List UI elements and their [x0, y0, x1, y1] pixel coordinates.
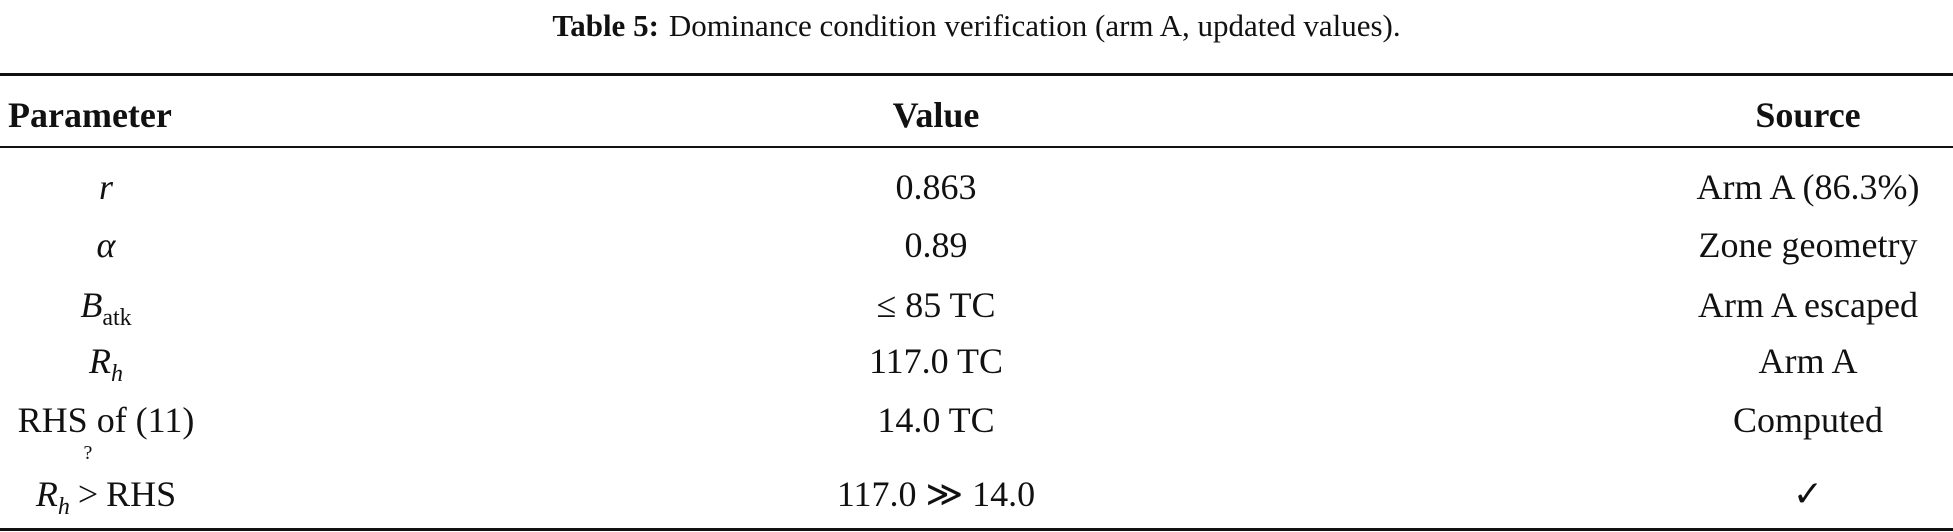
value-cell: 0.863: [895, 167, 977, 207]
parameter-symbol: r: [98, 167, 113, 207]
header-cell: Value: [892, 95, 980, 135]
parameter-subscript: atk: [102, 305, 132, 331]
top-rule: [0, 73, 1953, 76]
header-cell: Parameter: [8, 95, 172, 135]
table-row: r 0.863 Arm A (86.3%): [0, 158, 1953, 216]
parameter-symbol: B: [80, 285, 103, 325]
relation-rhs: RHS: [106, 474, 177, 514]
value-cell: ≤ 85 TC: [876, 285, 996, 325]
table-row: Rh? > RHS 117.0 ≫ 14.0 ✓: [0, 443, 1953, 523]
parameter-subscript: h: [111, 361, 123, 387]
parameter-cell: Rh: [0, 332, 212, 390]
parameter-cell: Rh? > RHS: [0, 443, 212, 523]
caption-text: Dominance condition verification (arm A,…: [668, 8, 1401, 43]
caption-label: Table 5:: [552, 8, 659, 43]
value-cell: 117.0 TC: [868, 341, 1003, 381]
relation: ? >: [77, 443, 99, 523]
parameter-symbol: α: [96, 225, 116, 265]
parameter-symbol: R: [89, 341, 111, 381]
source-cell: Arm A: [1758, 341, 1858, 381]
source-cell: ✓: [1792, 474, 1824, 514]
parameter-cell: r: [0, 158, 212, 216]
relation-mark: ?: [83, 442, 93, 464]
parameter-cell: Batk: [0, 276, 212, 334]
parameter-symbol: R: [35, 474, 58, 514]
source-cell: Zone geometry: [1698, 225, 1918, 265]
source-cell: Arm A escaped: [1698, 285, 1918, 325]
parameter-subscript: h: [57, 494, 70, 520]
table-row: Batk ≤ 85 TC Arm A escaped: [0, 276, 1953, 334]
header-row: Parameter Value Source: [0, 86, 1953, 144]
table-caption: Table 5: Dominance condition verification…: [0, 8, 1953, 44]
bottom-rule: [0, 528, 1953, 531]
parameter-text: RHS of (11): [17, 400, 195, 440]
parameter-cell: α: [0, 216, 212, 274]
header-cell: Source: [1755, 95, 1861, 135]
parameter-cell: RHS of (11): [0, 391, 212, 449]
table-row: Rh 117.0 TC Arm A: [0, 332, 1953, 390]
relation-symbol: >: [77, 474, 99, 514]
table-row: RHS of (11) 14.0 TC Computed: [0, 391, 1953, 449]
value-cell: 0.89: [904, 225, 968, 265]
mid-rule: [0, 146, 1953, 148]
value-cell: 14.0 TC: [877, 400, 995, 440]
source-cell: Computed: [1733, 400, 1883, 440]
source-cell: Arm A (86.3%): [1696, 167, 1920, 207]
table-row: α 0.89 Zone geometry: [0, 216, 1953, 274]
value-cell: 117.0 ≫ 14.0: [836, 474, 1036, 514]
